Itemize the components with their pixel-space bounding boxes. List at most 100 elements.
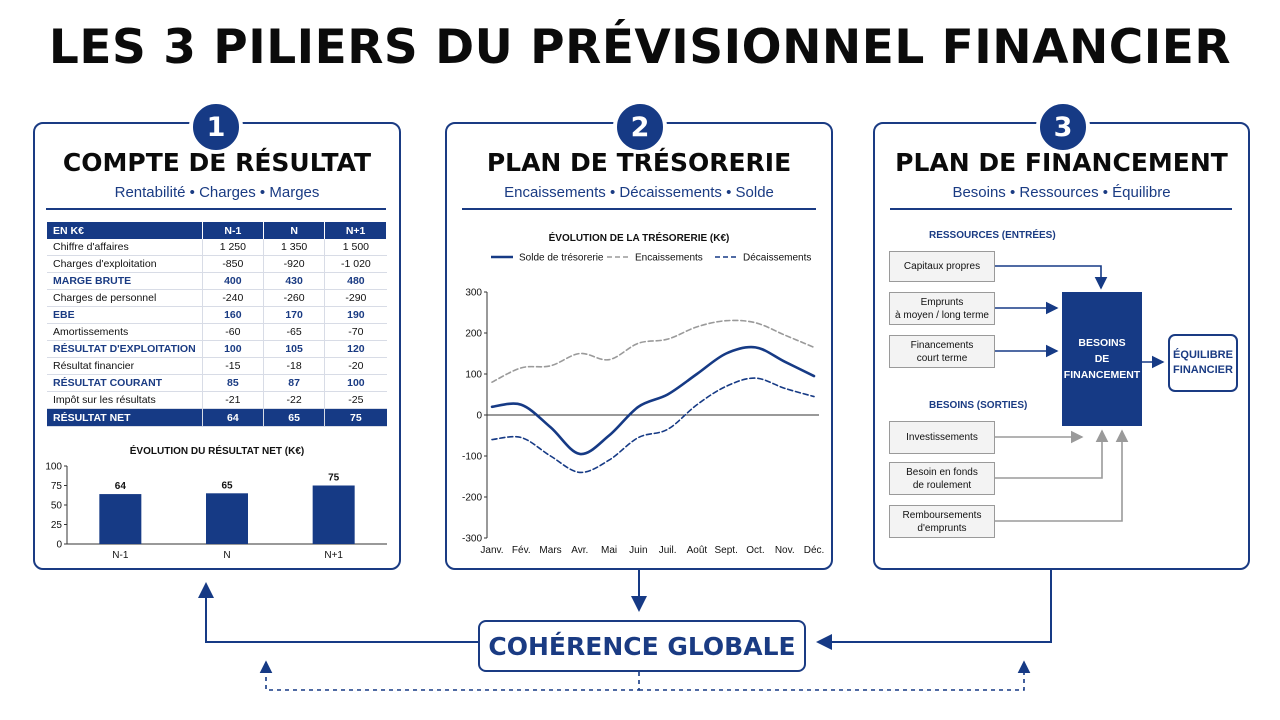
financing-needs-box: BESOINS DE FINANCEMENT — [1062, 292, 1142, 426]
row-value: 190 — [324, 306, 387, 324]
row-label: Chiffre d'affaires — [47, 239, 203, 256]
bar — [312, 485, 355, 544]
row-value: -850 — [202, 255, 264, 273]
resource-label: Capitaux propres — [903, 261, 981, 272]
row-value: 170 — [263, 306, 326, 324]
arrow-coherence-to-income — [198, 582, 478, 643]
pillar-subtitle: Rentabilité • Charges • Marges — [114, 184, 320, 201]
income-table: EN K€ N-1 N N+1 Chiffre d'affaires 1 250 1 35… — [47, 222, 387, 427]
table-row: Charges de personnel -240 -260 -290 — [47, 289, 387, 307]
table-row: Charges d'exploitation -850 -920 -1 020 — [47, 255, 387, 273]
table-row: Impôt sur les résultats -21 -22 -25 — [47, 391, 387, 409]
y-tick-label: 0 — [56, 540, 62, 551]
row-value: 105 — [263, 340, 326, 358]
financing-needs-label: BESOINS DE FINANCEMENT — [1063, 337, 1141, 381]
table-header-cell: N — [263, 222, 326, 239]
row-value: 160 — [202, 306, 264, 324]
bar — [206, 493, 248, 544]
y-tick-label: -200 — [462, 493, 482, 504]
pillar-number-badge: 3 — [1036, 100, 1090, 154]
row-value: 1 250 — [202, 239, 264, 256]
row-value: -25 — [324, 391, 387, 409]
row-label: RÉSULTAT D'EXPLOITATION — [47, 340, 203, 358]
row-value: 87 — [263, 374, 326, 392]
row-value: 64 — [202, 408, 264, 427]
x-tick-label: Juil. — [659, 545, 677, 556]
table-row: Amortissements -60 -65 -70 — [47, 323, 387, 341]
row-value: 65 — [263, 408, 326, 427]
y-tick-label: 100 — [45, 462, 62, 473]
row-value: 430 — [263, 272, 326, 290]
resource-box-court-terme: Financements court terme — [889, 335, 995, 368]
bar-value-label: 75 — [328, 473, 340, 484]
x-tick-label: Août — [687, 545, 708, 556]
row-value: 1 350 — [263, 239, 326, 256]
row-value: 480 — [324, 272, 387, 290]
table-total-row: RÉSULTAT NET 64 65 75 — [47, 408, 387, 427]
row-value: 100 — [202, 340, 264, 358]
row-value: -70 — [324, 323, 387, 341]
row-value: -65 — [263, 323, 326, 341]
resource-box-emprunts: Emprunts à moyen / long terme — [889, 292, 995, 325]
table-header-cell: N-1 — [202, 222, 264, 239]
need-label: Investissements — [906, 432, 978, 443]
net-result-bar-chart: 0 25 50 75 100 64 N-1 65 N 75 N+1 — [45, 462, 387, 560]
row-value: -15 — [202, 357, 264, 375]
row-value: 85 — [202, 374, 264, 392]
legend-label: Décaissements — [743, 253, 811, 264]
row-value: 400 — [202, 272, 264, 290]
table-row: RÉSULTAT COURANT 85 87 100 — [47, 374, 387, 392]
x-tick-label: Déc. — [804, 545, 825, 556]
x-tick-label: Oct. — [746, 545, 764, 556]
y-tick-label: -100 — [462, 452, 482, 463]
pillar-subtitle: Encaissements • Décaissements • Solde — [504, 184, 774, 201]
global-coherence-box: COHÉRENCE GLOBALE — [478, 620, 806, 672]
need-label: Besoin en fonds de roulement — [906, 466, 978, 491]
row-value: 1 500 — [324, 239, 387, 256]
financial-balance-box: ÉQUILIBRE FINANCIER — [1168, 334, 1238, 392]
y-tick-label: 50 — [51, 501, 63, 512]
row-value: 120 — [324, 340, 387, 358]
pillar-number-badge: 2 — [613, 100, 667, 154]
divider — [462, 208, 816, 210]
row-label: Amortissements — [47, 323, 203, 341]
needs-label: BESOINS (SORTIES) — [929, 400, 1028, 411]
line-chart-title: ÉVOLUTION DE LA TRÉSORERIE (K€) — [548, 233, 730, 244]
row-label: Charges d'exploitation — [47, 255, 203, 273]
row-value: 75 — [324, 408, 387, 427]
pillar-subtitle: Besoins • Ressources • Équilibre — [952, 184, 1171, 201]
row-value: -22 — [263, 391, 326, 409]
y-tick-label: 75 — [51, 481, 63, 492]
row-label: MARGE BRUTE — [47, 272, 203, 290]
row-value: -1 020 — [324, 255, 387, 273]
pillar-card-treasury: PLAN DE TRÉSORERIE Encaissements • Décai… — [445, 122, 833, 570]
row-label: Charges de personnel — [47, 289, 203, 307]
row-label: EBE — [47, 306, 203, 324]
need-box-remboursements: Remboursements d'emprunts — [889, 505, 995, 538]
divider — [46, 208, 386, 210]
series-line — [491, 377, 815, 474]
table-row: Chiffre d'affaires 1 250 1 350 1 500 — [47, 239, 387, 256]
x-tick-label: Fév. — [512, 545, 531, 556]
series-line — [490, 345, 816, 456]
row-label: RÉSULTAT NET — [47, 408, 203, 427]
y-tick-label: 300 — [465, 288, 482, 299]
table-row: MARGE BRUTE 400 430 480 — [47, 272, 387, 290]
bar-value-label: 64 — [115, 481, 127, 492]
row-value: 100 — [324, 374, 387, 392]
series-line — [491, 319, 815, 383]
row-value: -290 — [324, 289, 387, 307]
x-tick-label: N+1 — [324, 550, 343, 560]
x-tick-label: Mai — [601, 545, 617, 556]
table-header-cell: EN K€ — [47, 222, 203, 239]
table-row: Résultat financier -15 -18 -20 — [47, 357, 387, 375]
row-label: RÉSULTAT COURANT — [47, 374, 203, 392]
legend-label: Solde de trésorerie — [519, 253, 604, 264]
y-tick-label: 200 — [465, 329, 482, 340]
resource-label: Financements court terme — [910, 339, 974, 364]
bar-chart-title: ÉVOLUTION DU RÉSULTAT NET (K€) — [129, 446, 305, 457]
x-tick-label: Sept. — [715, 545, 738, 556]
row-value: -60 — [202, 323, 264, 341]
pillar-card-income: COMPTE DE RÉSULTAT Rentabilité • Charges… — [33, 122, 401, 570]
row-label: Résultat financier — [47, 357, 203, 375]
